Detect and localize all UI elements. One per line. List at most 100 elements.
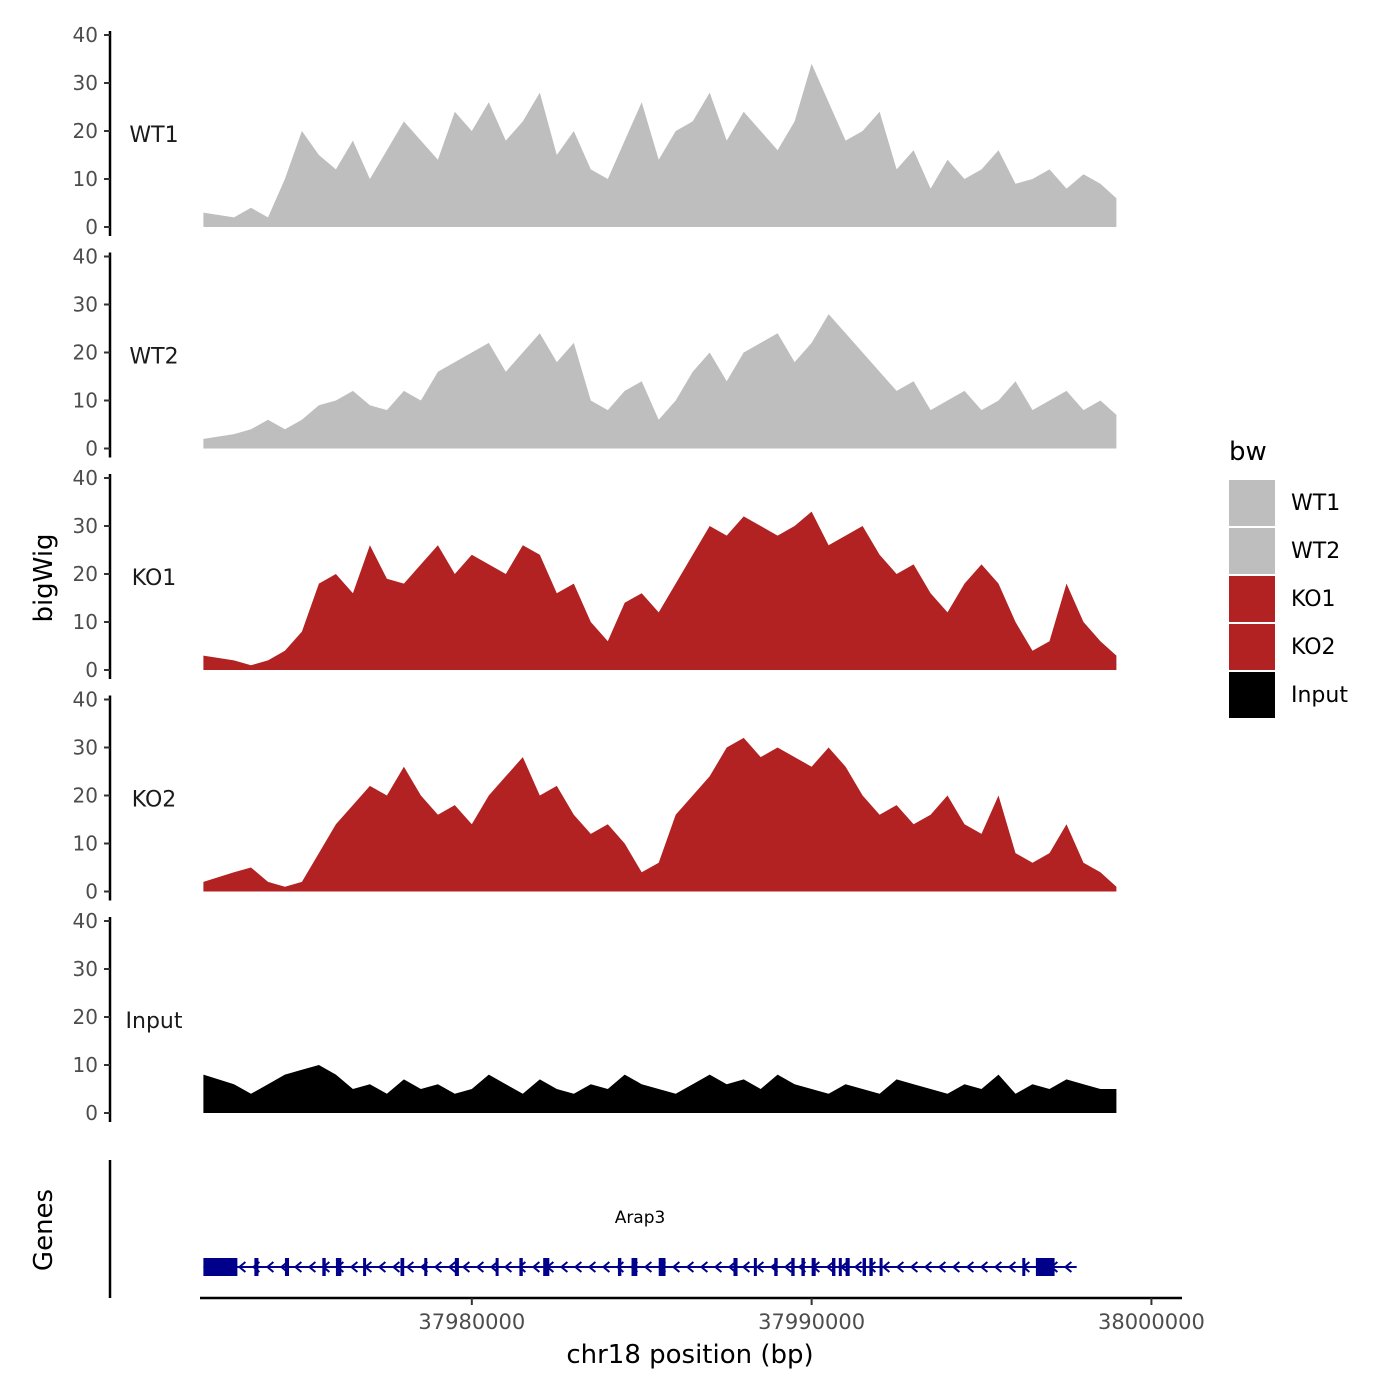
strand-arrow-icon [293,1261,303,1273]
y-tick-label: 20 [73,341,98,365]
track-wt2: 0 10 20 30 40 WT2 [73,245,1117,461]
gene-exon [424,1258,428,1276]
gene-exon [400,1258,405,1276]
legend-label: WT2 [1291,539,1340,564]
genes-axis-title: Genes [29,1189,59,1271]
track-label: Input [126,1009,183,1034]
tracks-layer: 0 10 20 30 40 WT1 0 10 20 30 40 WT2 0 10 20 30 40 KO1 0 10 2… [73,23,1117,1125]
gene-exon [869,1258,873,1276]
y-tick-label: 0 [85,880,98,904]
coverage-area [203,737,1117,892]
strand-arrow-icon [503,1261,513,1273]
strand-arrow-icon [433,1261,443,1273]
strand-arrow-icon [265,1261,275,1273]
legend-entry-wt2: WT2 [1229,528,1340,574]
legend: bw WT1 WT2 KO1 KO2 Input [1229,437,1348,718]
strand-arrow-icon [587,1261,597,1273]
strand-arrow-icon [881,1261,891,1273]
y-tick-label: 20 [73,1005,98,1029]
gene-exon [845,1258,850,1276]
track-label: KO1 [132,566,177,591]
y-tick-label: 30 [73,736,98,760]
legend-label: KO2 [1291,635,1336,660]
gene-exon [203,1258,238,1276]
genes-panel: Arap3 [108,1160,1077,1298]
strand-arrow-icon [993,1261,1003,1273]
y-tick-label: 10 [73,389,98,413]
legend-swatch [1229,624,1275,670]
strand-arrow-icon [783,1261,793,1273]
y-tick-label: 10 [73,1053,98,1077]
coverage-area [203,511,1117,670]
gene-exon [335,1258,342,1276]
strand-arrow-icon [643,1261,653,1273]
track-label: WT1 [129,123,178,148]
strand-arrow-icon [349,1261,359,1273]
y-tick-label: 10 [73,610,98,634]
gene-exon [753,1258,757,1276]
strand-arrow-icon [405,1261,415,1273]
strand-arrow-icon [489,1261,499,1273]
y-tick-label: 20 [73,784,98,808]
gene-exon [879,1258,883,1276]
legend-swatch [1229,528,1275,574]
y-axis-title: bigWig [29,533,59,622]
y-tick-label: 40 [73,23,98,47]
strand-arrow-icon [475,1261,485,1273]
gene-exon [1022,1258,1026,1276]
gene-name-label: Arap3 [615,1208,666,1228]
gene-exon [254,1258,259,1276]
track-ko1: 0 10 20 30 40 KO1 [73,466,1117,682]
gene-exon [617,1258,622,1276]
strand-arrow-icon [1063,1261,1073,1273]
legend-entry-ko2: KO2 [1229,624,1336,670]
strand-arrow-icon [923,1261,933,1273]
legend-swatch [1229,576,1275,622]
y-tick-label: 10 [73,167,98,191]
track-input: 0 10 20 30 40 Input [73,909,1117,1125]
strand-arrow-icon [965,1261,975,1273]
y-tick-label: 40 [73,688,98,712]
y-tick-label: 0 [85,437,98,461]
gene-exon [801,1258,805,1276]
gene-arap3: Arap3 [203,1208,1077,1276]
legend-label: KO1 [1291,587,1336,612]
gene-exon [658,1258,666,1276]
strand-arrow-icon [685,1261,695,1273]
track-label: WT2 [129,345,178,370]
gene-exon [363,1258,367,1276]
y-tick-label: 10 [73,832,98,856]
gene-exon [811,1258,816,1276]
legend-swatch [1229,672,1275,718]
strand-arrow-icon [615,1261,625,1273]
gene-exon [1035,1258,1055,1276]
legend-entry-input: Input [1229,672,1348,718]
y-tick-label: 20 [73,119,98,143]
gene-exon [284,1258,290,1276]
legend-entry-wt1: WT1 [1229,480,1340,526]
strand-arrow-icon [825,1261,835,1273]
y-tick-label: 0 [85,215,98,239]
strand-arrow-icon [979,1261,989,1273]
y-tick-label: 30 [73,957,98,981]
coverage-area [203,1065,1117,1113]
strand-arrow-icon [741,1261,751,1273]
x-axis: 37980000 37990000 38000000 [200,1296,1205,1334]
gene-exon [322,1258,326,1276]
legend-label: Input [1291,683,1348,708]
gene-exon [519,1258,523,1276]
strand-arrow-icon [531,1261,541,1273]
strand-arrow-icon [447,1261,457,1273]
legend-swatch [1229,480,1275,526]
strand-arrow-icon [1007,1261,1017,1273]
gene-exon [543,1258,550,1276]
y-tick-label: 0 [85,658,98,682]
y-tick-label: 40 [73,245,98,269]
strand-arrow-icon [461,1261,471,1273]
strand-arrow-icon [937,1261,947,1273]
y-tick-label: 40 [73,466,98,490]
track-wt1: 0 10 20 30 40 WT1 [73,23,1117,239]
y-tick-label: 30 [73,514,98,538]
gene-exon [495,1258,499,1276]
strand-arrow-icon [559,1261,569,1273]
